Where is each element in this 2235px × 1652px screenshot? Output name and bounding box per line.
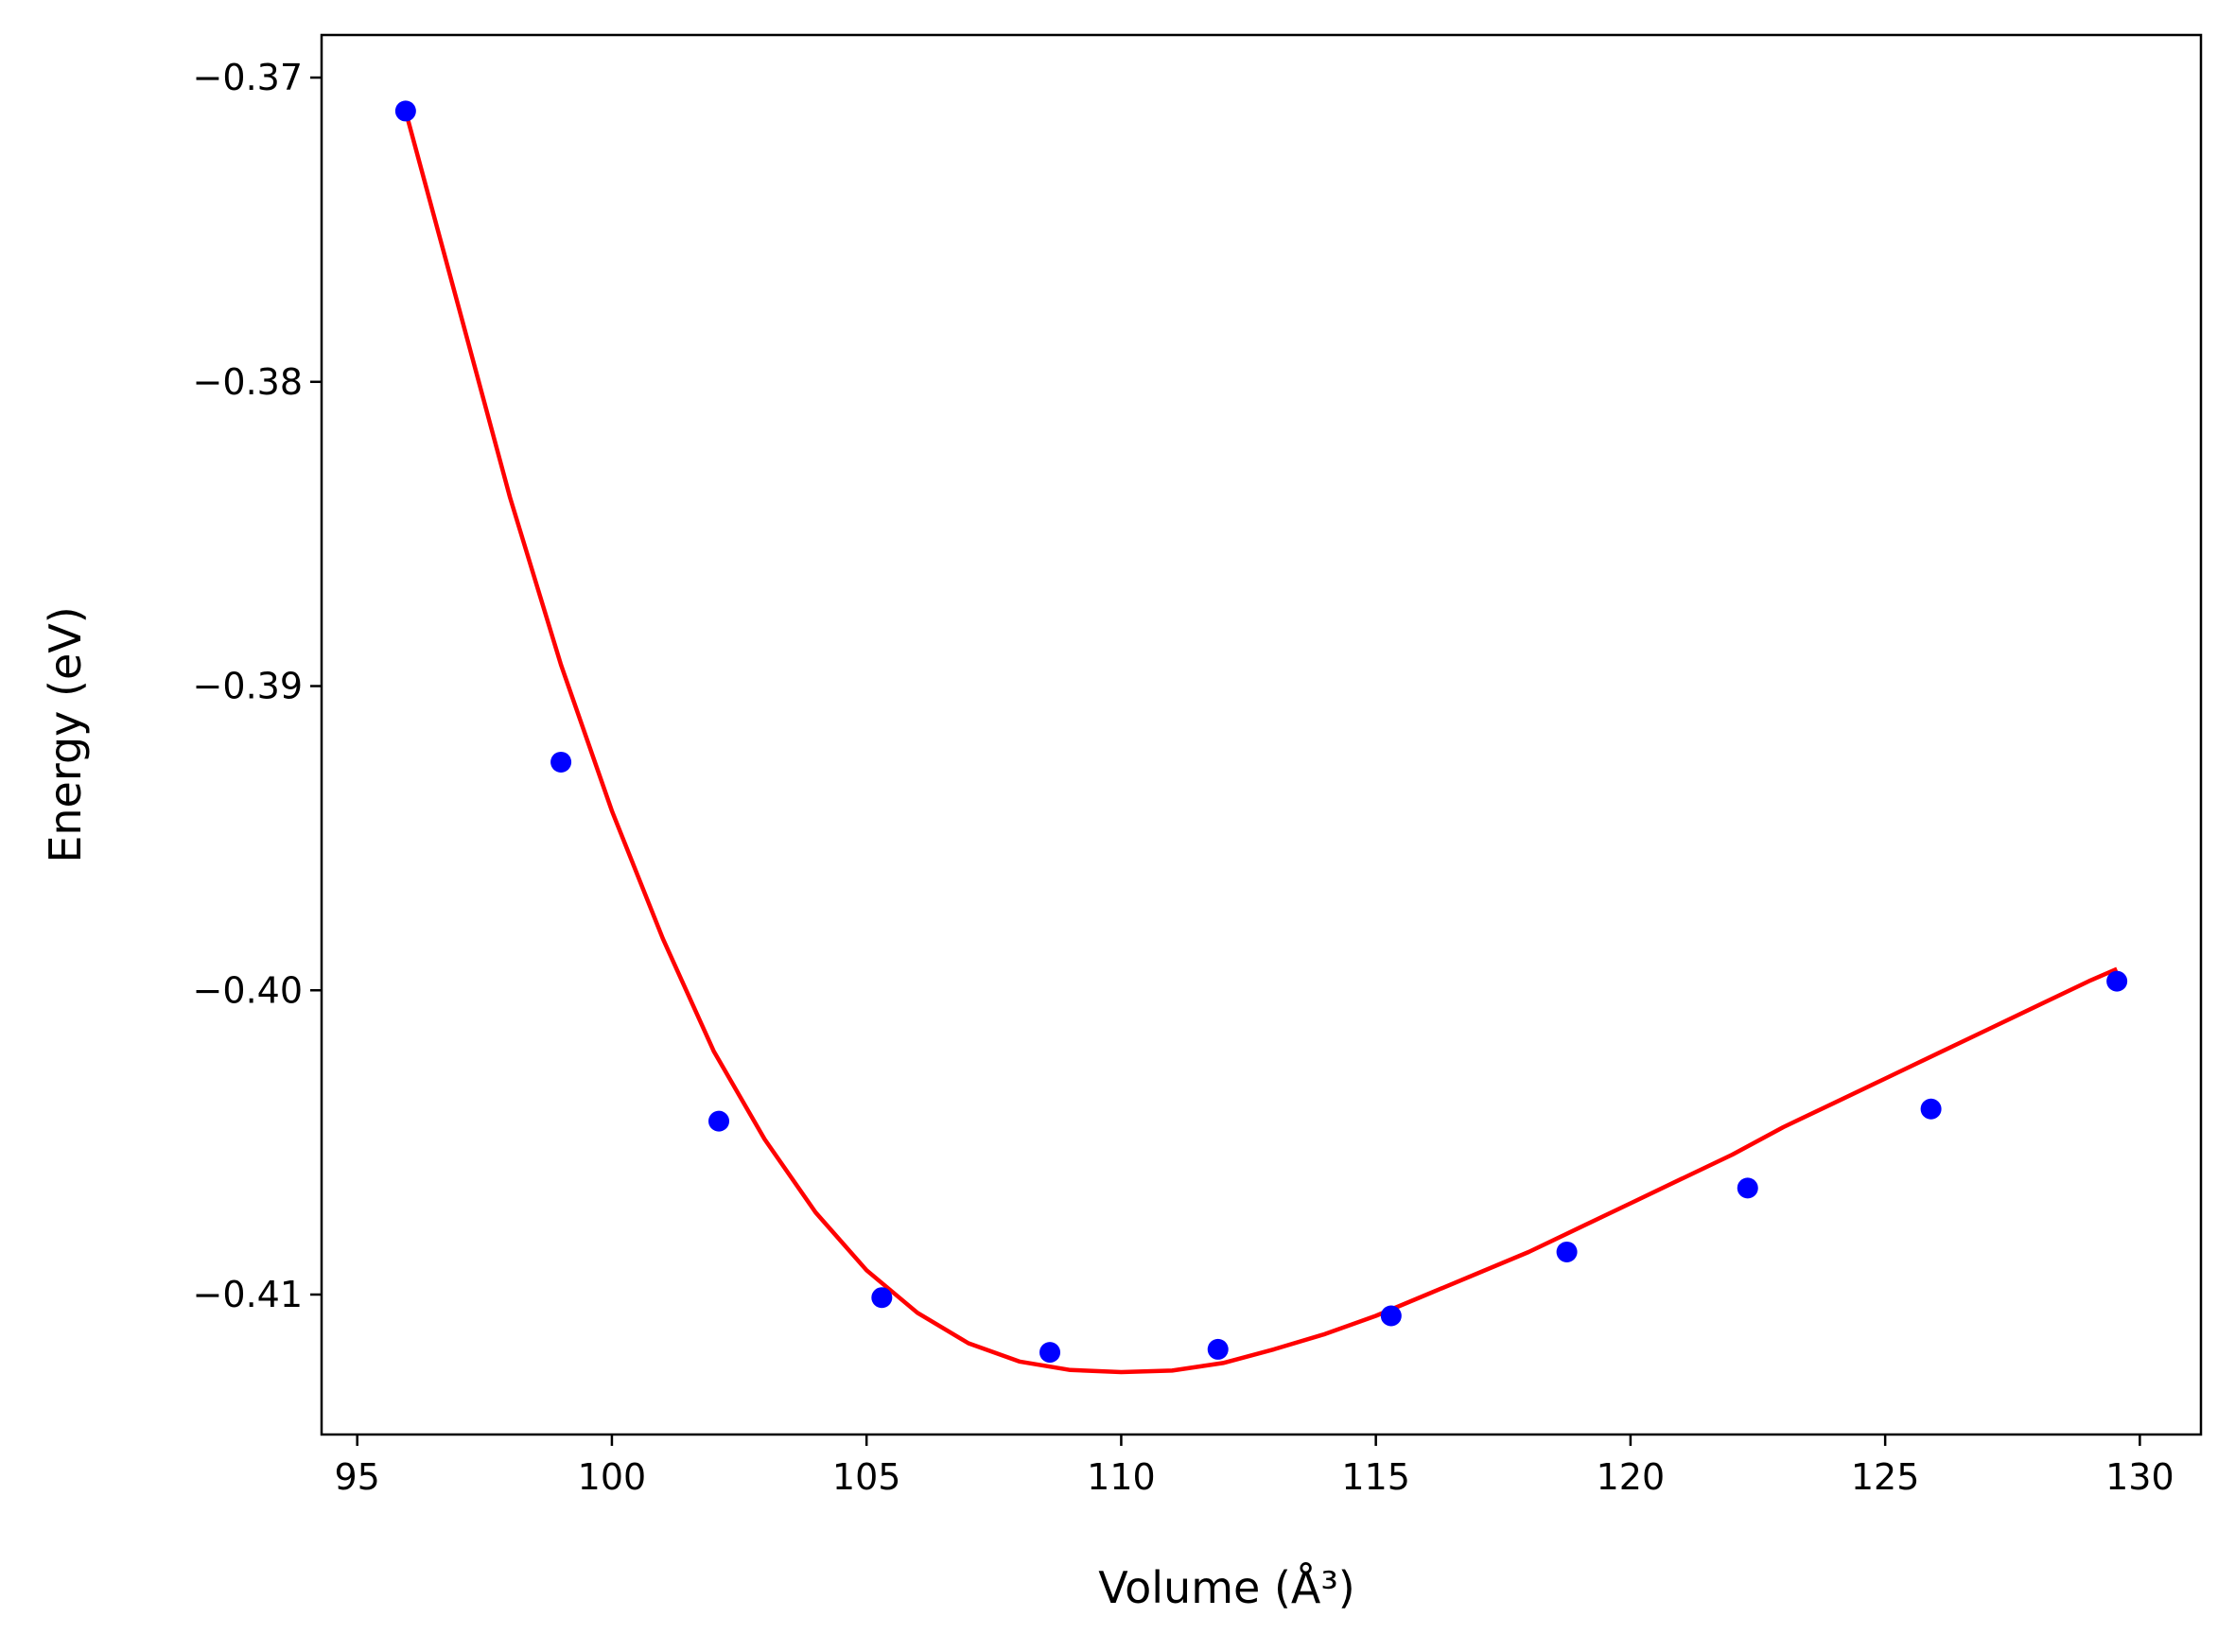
data-point bbox=[1380, 1305, 1402, 1327]
y-tick-label: −0.39 bbox=[193, 666, 303, 707]
data-point bbox=[1039, 1342, 1061, 1364]
x-tick-label: 125 bbox=[1851, 1456, 1920, 1498]
plot-frame bbox=[320, 33, 2203, 1436]
x-tick-label: 105 bbox=[832, 1456, 901, 1498]
x-tick-label: 95 bbox=[335, 1456, 380, 1498]
y-axis-label: Energy (eV) bbox=[40, 606, 91, 862]
y-tick-label: −0.38 bbox=[193, 361, 303, 403]
data-point bbox=[550, 751, 572, 773]
y-tick-label: −0.40 bbox=[193, 969, 303, 1011]
x-axis-ticks: 95 100 105 110 115 120 125 130 bbox=[335, 1435, 2174, 1498]
y-tick-label: −0.41 bbox=[193, 1274, 303, 1315]
data-point bbox=[871, 1287, 893, 1309]
x-tick-label: 115 bbox=[1341, 1456, 1410, 1498]
x-tick-label: 110 bbox=[1087, 1456, 1156, 1498]
data-point bbox=[2106, 970, 2128, 992]
data-point bbox=[1207, 1338, 1229, 1360]
y-axis-ticks: −0.37 −0.38 −0.39 −0.40 −0.41 bbox=[193, 57, 322, 1315]
fit-curve-line bbox=[403, 110, 2119, 1375]
data-point bbox=[708, 1110, 730, 1132]
x-tick-label: 130 bbox=[2105, 1456, 2174, 1498]
data-point bbox=[1556, 1241, 1578, 1262]
x-tick-label: 120 bbox=[1597, 1456, 1666, 1498]
x-axis-label: Volume (Å³) bbox=[1098, 1562, 1355, 1613]
data-point bbox=[394, 100, 416, 122]
data-point bbox=[1737, 1177, 1758, 1199]
series-layer bbox=[394, 100, 2128, 1375]
data-point bbox=[1920, 1098, 1942, 1120]
y-tick-label: −0.37 bbox=[193, 57, 303, 98]
x-tick-label: 100 bbox=[578, 1456, 647, 1498]
